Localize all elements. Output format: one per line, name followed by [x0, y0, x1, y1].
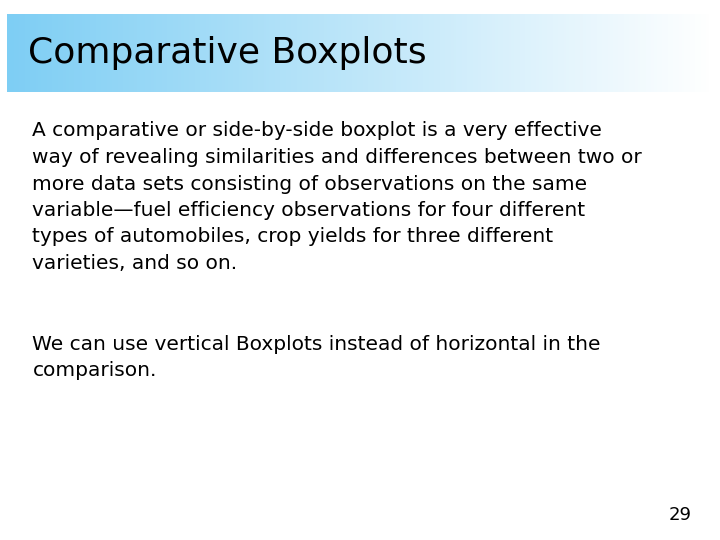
Text: A comparative or side-by-side boxplot is a very effective
way of revealing simil: A comparative or side-by-side boxplot is…	[32, 122, 642, 273]
Text: Comparative Boxplots: Comparative Boxplots	[28, 36, 427, 70]
Text: 29: 29	[668, 506, 691, 524]
Text: We can use vertical Boxplots instead of horizontal in the
comparison.: We can use vertical Boxplots instead of …	[32, 335, 601, 380]
